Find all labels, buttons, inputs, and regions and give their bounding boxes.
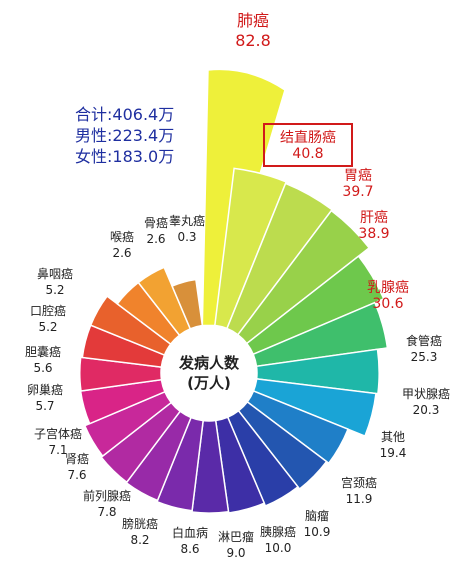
label-value-骨癌: 2.6 bbox=[146, 232, 165, 246]
label-name-白血病: 白血病 bbox=[172, 525, 208, 540]
summary-block: 合计:406.4万 男性:223.4万 女性:183.0万 bbox=[75, 104, 174, 167]
label-name-胰腺癌: 胰腺癌 bbox=[260, 524, 296, 539]
label-value-胆囊癌: 5.6 bbox=[33, 361, 52, 375]
label-value-白血病: 8.6 bbox=[180, 542, 199, 556]
label-name-宫颈癌: 宫颈癌 bbox=[341, 475, 377, 490]
label-value-脑瘤: 10.9 bbox=[304, 525, 331, 539]
center-hub bbox=[161, 325, 257, 421]
summary-female: 女性:183.0万 bbox=[75, 147, 175, 166]
label-value-肺癌: 82.8 bbox=[235, 31, 271, 50]
label-value-前列腺癌: 7.8 bbox=[97, 505, 116, 519]
label-name-肾癌: 肾癌 bbox=[65, 451, 89, 466]
label-value-口腔癌: 5.2 bbox=[38, 320, 57, 334]
label-name-结直肠癌: 结直肠癌 bbox=[280, 129, 336, 146]
label-value-喉癌: 2.6 bbox=[112, 246, 131, 260]
label-value-乳腺癌: 30.6 bbox=[372, 296, 403, 312]
label-name-胃癌: 胃癌 bbox=[344, 168, 372, 184]
label-value-睾丸癌: 0.3 bbox=[177, 230, 196, 244]
highlight-box bbox=[263, 123, 353, 167]
center-label-line2: (万人) bbox=[187, 374, 231, 392]
label-value-食管癌: 25.3 bbox=[411, 350, 438, 364]
label-name-骨癌: 骨癌 bbox=[144, 215, 168, 230]
label-value-肝癌: 38.9 bbox=[358, 226, 389, 242]
summary-total: 合计:406.4万 bbox=[75, 105, 175, 124]
label-name-乳腺癌: 乳腺癌 bbox=[367, 280, 409, 296]
label-name-口腔癌: 口腔癌 bbox=[30, 303, 66, 318]
label-value-胰腺癌: 10.0 bbox=[265, 541, 292, 555]
label-name-甲状腺癌: 甲状腺癌 bbox=[402, 386, 450, 401]
label-value-肾癌: 7.6 bbox=[67, 468, 86, 482]
label-value-鼻咽癌: 5.2 bbox=[45, 283, 64, 297]
label-name-前列腺癌: 前列腺癌 bbox=[83, 488, 131, 503]
label-name-鼻咽癌: 鼻咽癌 bbox=[37, 266, 73, 281]
label-name-膀胱癌: 膀胱癌 bbox=[122, 516, 158, 531]
label-value-卵巢癌: 5.7 bbox=[35, 399, 54, 413]
label-name-食管癌: 食管癌 bbox=[406, 333, 442, 348]
label-value-结直肠癌: 40.8 bbox=[292, 146, 323, 162]
label-value-宫颈癌: 11.9 bbox=[346, 492, 373, 506]
label-name-睾丸癌: 睾丸癌 bbox=[169, 213, 205, 228]
center-label-line1: 发病人数 bbox=[178, 354, 240, 372]
label-name-子宫体癌: 子宫体癌 bbox=[34, 426, 82, 441]
label-name-卵巢癌: 卵巢癌 bbox=[27, 382, 63, 397]
label-value-淋巴瘤: 9.0 bbox=[226, 546, 245, 560]
label-name-脑瘤: 脑瘤 bbox=[305, 508, 329, 523]
label-name-胆囊癌: 胆囊癌 bbox=[25, 344, 61, 359]
label-name-其他: 其他 bbox=[381, 430, 405, 444]
label-value-子宫体癌: 7.1 bbox=[48, 443, 67, 457]
label-name-淋巴瘤: 淋巴瘤 bbox=[218, 529, 254, 544]
label-value-胃癌: 39.7 bbox=[342, 184, 373, 200]
label-value-膀胱癌: 8.2 bbox=[130, 533, 149, 547]
label-name-喉癌: 喉癌 bbox=[110, 229, 134, 244]
label-value-其他: 19.4 bbox=[380, 446, 407, 460]
summary-male: 男性:223.4万 bbox=[75, 126, 175, 145]
label-name-肺癌: 肺癌 bbox=[237, 11, 269, 30]
label-name-肝癌: 肝癌 bbox=[360, 210, 388, 226]
label-value-甲状腺癌: 20.3 bbox=[413, 403, 440, 417]
